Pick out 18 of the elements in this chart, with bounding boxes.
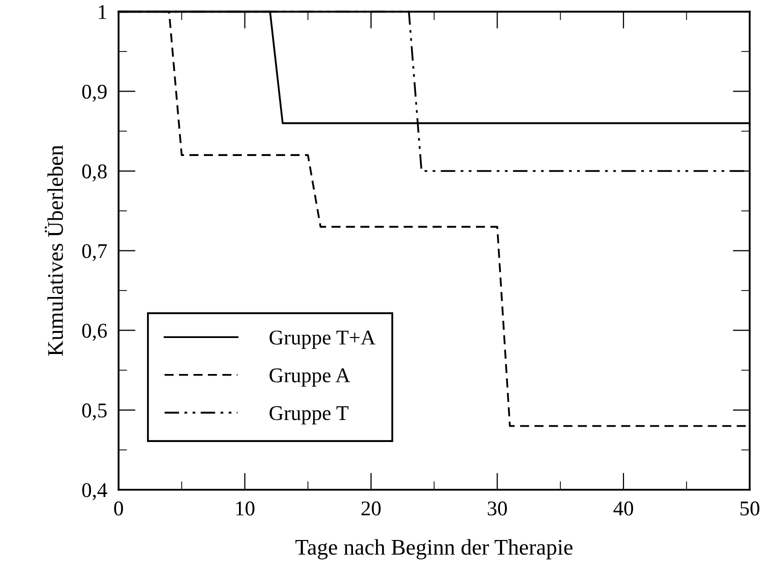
x-tick-label: 30 bbox=[488, 501, 507, 516]
x-tick-label: 20 bbox=[362, 501, 381, 516]
legend-label: Gruppe T bbox=[270, 406, 348, 424]
y-tick-label: 0,8 bbox=[82, 164, 107, 182]
x-tick-label: 10 bbox=[236, 501, 254, 516]
x-tick-label: 50 bbox=[740, 501, 760, 516]
y-tick-label: 1 bbox=[98, 5, 106, 19]
legend-label: Gruppe A bbox=[270, 368, 350, 387]
y-tick-label: 0,7 bbox=[82, 244, 107, 262]
y-tick-label: 0,9 bbox=[82, 84, 107, 102]
x-axis-title: Tage nach Beginn der Therapie bbox=[295, 539, 572, 560]
x-tick-label: 40 bbox=[613, 501, 634, 516]
legend-label: Gruppe T+A bbox=[270, 330, 376, 349]
y-tick-label: 0,5 bbox=[82, 403, 107, 420]
y-tick-label: 0,4 bbox=[82, 483, 108, 500]
x-tick-label: 0 bbox=[114, 501, 123, 516]
y-tick-label: 0,6 bbox=[82, 324, 107, 341]
y-axis-title: Kumulatives Überleben bbox=[44, 145, 64, 356]
